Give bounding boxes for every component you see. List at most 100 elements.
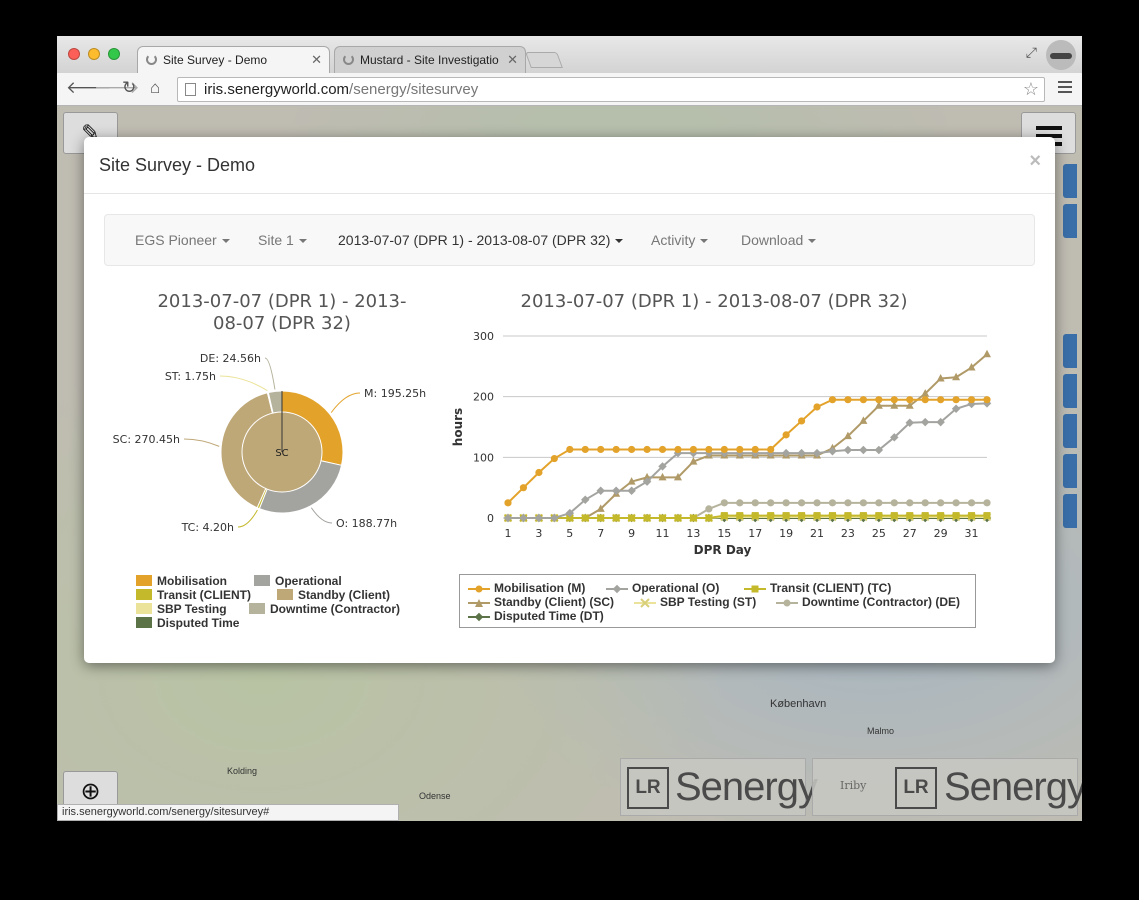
x-tick-label: 23: [841, 527, 855, 540]
nav-activity-dropdown[interactable]: Activity: [651, 232, 709, 248]
data-point: [611, 486, 621, 495]
legend-item-downtime[interactable]: Downtime (Contractor) (DE): [776, 595, 960, 609]
tab-close-icon[interactable]: ✕: [507, 52, 518, 67]
tab-title: Mustard - Site Investigatio: [360, 53, 499, 67]
legend-swatch: [254, 575, 270, 586]
address-bar[interactable]: iris.senergyworld.com/senergy/sitesurvey…: [177, 77, 1045, 102]
data-point: [797, 448, 806, 458]
legend-item-standby[interactable]: Standby (Client) (SC): [468, 595, 614, 609]
x-tick-label: 27: [903, 527, 917, 540]
pie-title-line-2: 08-07 (DPR 32): [213, 313, 351, 334]
legend-item-operational[interactable]: Operational: [254, 574, 342, 588]
data-point: [767, 512, 775, 520]
page-content: København Malmo Odense Kolding ✎ ⊕ LR Se…: [57, 106, 1082, 821]
tab-site-survey[interactable]: Site Survey - Demo ✕: [137, 46, 330, 73]
data-point: [689, 457, 698, 465]
loading-icon: [146, 54, 157, 65]
bookmark-star-icon[interactable]: ☆: [1022, 79, 1039, 99]
nav-download-dropdown[interactable]: Download: [741, 232, 817, 248]
data-point: [983, 396, 991, 404]
lr-logo-mark: LR: [895, 767, 937, 809]
series-line: [508, 353, 988, 519]
legend-item-mobilisation[interactable]: Mobilisation (M): [468, 581, 585, 595]
data-point: [720, 499, 728, 507]
legend-label: Transit (CLIENT): [157, 588, 252, 602]
back-icon[interactable]: 🡐: [66, 78, 112, 97]
data-point: [673, 472, 682, 481]
senergy-logo: LR Senergy: [620, 758, 818, 816]
nav-label: Site 1: [258, 232, 294, 248]
legend-swatch: [136, 589, 152, 600]
new-tab-button[interactable]: [525, 52, 563, 68]
line-chart-title: 2013-07-07 (DPR 1) - 2013-08-07 (DPR 32): [520, 291, 908, 312]
home-icon[interactable]: ⌂: [150, 78, 161, 97]
pie-title-line-1: 2013-07-07 (DPR 1) - 2013-: [157, 291, 407, 312]
data-point: [658, 445, 667, 454]
modal-close-button[interactable]: ×: [1029, 150, 1041, 172]
x-tick-label: 3: [535, 527, 542, 540]
nav-date-range-dropdown[interactable]: 2013-07-07 (DPR 1) - 2013-08-07 (DPR 32): [338, 232, 624, 248]
legend-item-mobilisation[interactable]: Mobilisation: [136, 574, 227, 588]
tab-close-icon[interactable]: ✕: [311, 52, 322, 67]
data-point: [628, 445, 636, 454]
legend-item-sbp-testing[interactable]: SBP Testing (ST): [634, 595, 756, 609]
nav-vessel-dropdown[interactable]: EGS Pioneer: [135, 232, 230, 248]
nav-site-dropdown[interactable]: Site 1: [258, 232, 307, 248]
data-point: [844, 512, 852, 520]
legend-item-transit[interactable]: Transit (CLIENT): [136, 588, 251, 602]
side-panel-button[interactable]: [1063, 494, 1077, 528]
data-point: [828, 396, 837, 404]
nav-label: EGS Pioneer: [135, 232, 217, 248]
browser-window: Site Survey - Demo ✕ Mustard - Site Inve…: [57, 36, 1082, 821]
data-point: [890, 499, 898, 507]
legend-label: Mobilisation (M): [494, 581, 586, 595]
legend-marker: [468, 599, 490, 607]
side-panel-button[interactable]: [1063, 454, 1077, 488]
x-tick-label: 9: [628, 527, 635, 540]
legend-item-operational[interactable]: Operational (O): [606, 581, 719, 595]
data-point: [813, 499, 821, 507]
data-point: [875, 396, 883, 404]
side-panel-button[interactable]: [1063, 374, 1077, 408]
forward-icon[interactable]: 🡒: [94, 78, 140, 97]
data-point: [535, 468, 543, 477]
legend-item-transit[interactable]: Transit (CLIENT) (TC): [744, 581, 891, 595]
x-axis-label: DPR Day: [694, 543, 752, 557]
x-tick-label: 19: [779, 527, 793, 540]
data-point: [720, 512, 728, 520]
y-tick-label: 0: [487, 512, 494, 525]
caret-down-icon: [808, 239, 817, 244]
legend-item-disputed[interactable]: Disputed Time (DT): [468, 609, 604, 623]
data-point: [843, 445, 853, 455]
legend-item-standby[interactable]: Standby (Client): [277, 588, 390, 602]
url-path: /senergy/sitesurvey: [349, 81, 479, 98]
zoom-window-button[interactable]: [108, 48, 120, 60]
legend-marker: [606, 584, 628, 594]
data-point: [751, 499, 759, 507]
side-panel-button[interactable]: [1063, 414, 1077, 448]
data-point: [581, 514, 589, 522]
browser-menu-icon[interactable]: [1058, 81, 1072, 96]
data-point: [906, 512, 914, 520]
data-point: [968, 512, 976, 520]
legend-item-downtime[interactable]: Downtime (Contractor): [249, 602, 400, 616]
side-panel-button[interactable]: [1063, 204, 1077, 238]
x-tick-label: 11: [656, 527, 670, 540]
data-point: [751, 445, 759, 454]
legend-item-sbp-testing[interactable]: SBP Testing: [136, 602, 227, 616]
data-point: [659, 514, 667, 522]
side-panel-button[interactable]: [1063, 334, 1077, 368]
data-point: [951, 404, 961, 414]
data-point: [843, 431, 852, 440]
minimize-window-button[interactable]: [88, 48, 100, 60]
reload-icon[interactable]: ↻: [122, 78, 137, 97]
fullscreen-icon[interactable]: ⤢: [1025, 44, 1037, 60]
data-point: [596, 486, 605, 495]
data-point: [859, 416, 868, 424]
data-point: [581, 445, 589, 454]
tab-mustard[interactable]: Mustard - Site Investigatio ✕: [334, 46, 526, 73]
close-window-button[interactable]: [68, 48, 80, 60]
side-panel-button[interactable]: [1063, 164, 1077, 198]
data-point: [937, 396, 945, 404]
legend-item-disputed[interactable]: Disputed Time: [136, 616, 239, 630]
